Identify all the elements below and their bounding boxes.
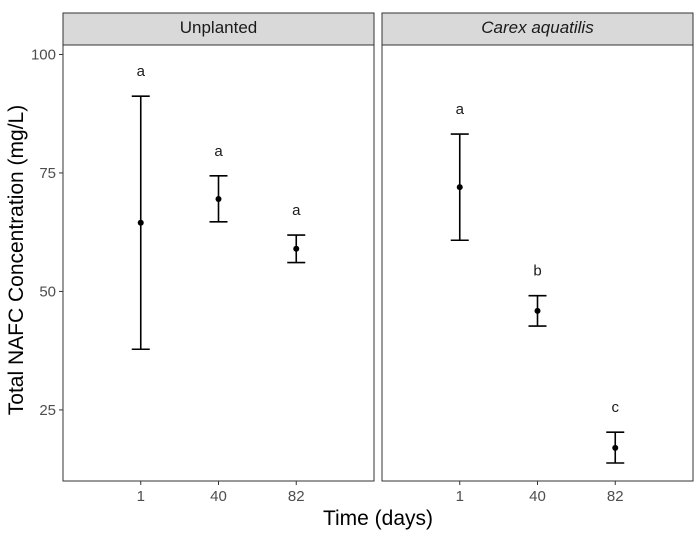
x-tick-label: 82 [607,488,624,505]
panel-area [381,44,694,482]
panels: Unplanted 25 50 75 100 1 40 82 a a a Carex aquatili… [31,12,694,505]
x-tick-label: 40 [210,488,227,505]
data-point [456,184,463,191]
y-axis-title: Total NAFC Concentration (mg/L) [5,105,28,415]
y-tick-label: 75 [39,165,56,182]
significance-label: b [533,263,541,280]
significance-label: a [137,63,146,80]
data-point [534,307,541,314]
significance-label: c [612,399,620,416]
data-point [612,444,619,451]
facet-strip [62,12,375,46]
x-tick-label: 40 [529,488,546,505]
y-tick-label: 100 [31,46,56,63]
facet-strip-label: Carex aquatilis [481,18,594,37]
x-tick-label: 1 [137,488,145,505]
panel-area [62,44,375,482]
y-tick-label: 25 [39,402,56,419]
data-point [215,196,222,203]
facet-strip-label: Unplanted [180,18,258,37]
data-point [293,245,300,252]
y-tick-label: 50 [39,283,56,300]
x-axis-title: Time (days) [323,507,433,530]
data-point [137,219,144,226]
x-tick-label: 1 [456,488,464,505]
significance-label: a [456,101,465,118]
x-tick-label: 82 [288,488,305,505]
significance-label: a [214,143,223,160]
significance-label: a [292,202,301,219]
